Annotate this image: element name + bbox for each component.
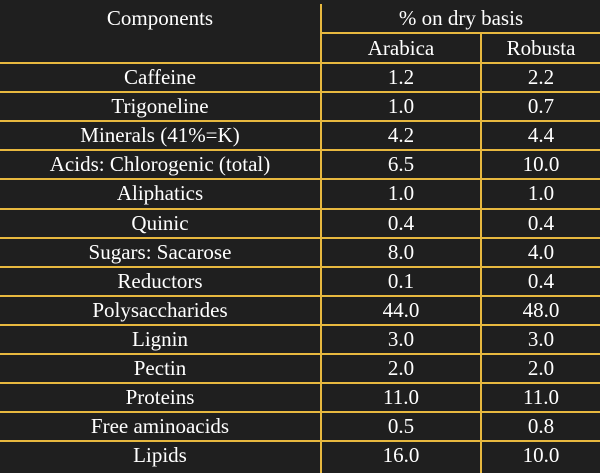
row-divider — [0, 294, 600, 297]
arabica-value: 0.4 — [387, 210, 415, 235]
row-divider — [0, 207, 600, 210]
robusta-value: 0.4 — [527, 210, 555, 235]
robusta-value: 2.0 — [527, 356, 555, 381]
row-divider — [0, 178, 600, 181]
component-cell: Lipids — [133, 443, 187, 468]
row-divider — [321, 32, 600, 34]
robusta-value: 4.4 — [527, 123, 555, 148]
component-cell: Aliphatics — [116, 181, 204, 206]
robusta-value: 0.4 — [527, 268, 555, 293]
component-cell: Free aminoacids — [90, 414, 230, 439]
row-divider — [0, 382, 600, 385]
robusta-value: 10.0 — [522, 152, 560, 177]
row-divider — [0, 353, 600, 355]
component-cell: Acids: Chlorogenic (total) — [49, 152, 271, 177]
component-cell: Reductors — [117, 268, 203, 293]
column-divider — [320, 4, 322, 473]
robusta-value: 0.7 — [527, 94, 555, 119]
arabica-value: 1.2 — [387, 65, 415, 90]
arabica-value: 3.0 — [387, 326, 415, 351]
component-cell: Quinic — [131, 210, 189, 235]
arabica-value: 0.5 — [387, 414, 415, 439]
row-divider — [0, 440, 600, 443]
row-divider — [0, 323, 600, 326]
component-cell: Caffeine — [124, 65, 196, 90]
arabica-value: 0.1 — [387, 268, 415, 293]
component-cell: Trigoneline — [111, 94, 209, 119]
row-divider — [0, 149, 600, 152]
header-dry-basis: % on dry basis — [398, 5, 524, 30]
arabica-value: 2.0 — [387, 356, 415, 381]
component-cell: Minerals (41%=K) — [80, 123, 240, 148]
robusta-value: 11.0 — [523, 385, 559, 410]
row-divider — [0, 91, 600, 94]
arabica-value: 1.0 — [387, 94, 415, 119]
robusta-value: 10.0 — [522, 443, 560, 468]
row-divider — [0, 411, 600, 414]
component-cell: Polysaccharides — [92, 297, 228, 322]
arabica-value: 8.0 — [387, 239, 415, 264]
component-cell: Sugars: Sacarose — [88, 239, 232, 264]
robusta-value: 4.0 — [527, 239, 555, 264]
component-cell: Proteins — [125, 385, 195, 410]
robusta-value: 0.8 — [527, 414, 555, 439]
row-divider — [0, 120, 600, 123]
robusta-value: 2.2 — [527, 65, 555, 90]
robusta-value: 1.0 — [527, 181, 555, 206]
arabica-value: 16.0 — [382, 443, 420, 468]
row-divider — [0, 62, 600, 64]
arabica-value: 11.0 — [383, 385, 419, 410]
header-components: Components — [106, 5, 214, 30]
arabica-value: 1.0 — [387, 181, 415, 206]
arabica-value: 4.2 — [387, 123, 415, 148]
arabica-value: 6.5 — [387, 152, 415, 177]
header-robusta: Robusta — [506, 35, 576, 60]
arabica-value: 44.0 — [382, 297, 420, 322]
robusta-value: 3.0 — [527, 326, 555, 351]
row-divider — [0, 236, 600, 239]
row-divider — [0, 265, 600, 268]
robusta-value: 48.0 — [522, 297, 560, 322]
component-cell: Lignin — [132, 326, 188, 351]
column-divider — [480, 33, 482, 473]
component-cell: Pectin — [133, 356, 187, 381]
header-arabica: Arabica — [367, 35, 435, 60]
